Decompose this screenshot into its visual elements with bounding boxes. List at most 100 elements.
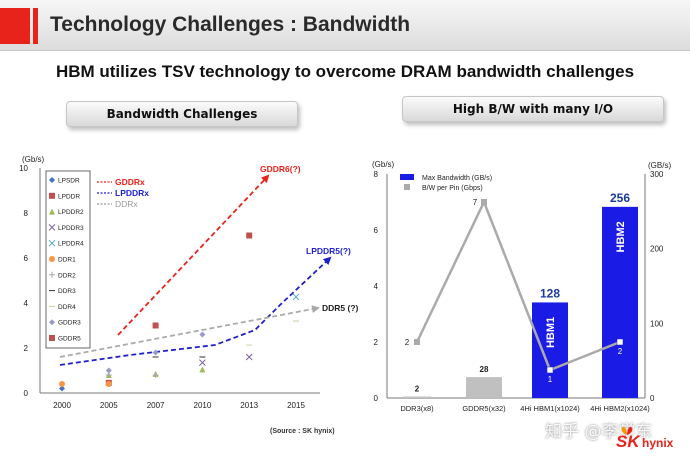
data-point-lpddr2 [105,372,112,378]
data-point-lpddr2 [199,366,206,373]
right-left-axis-label: (Gb/s) [372,160,395,169]
gddr-trend-annotation: GDDR6(?) [260,164,301,174]
bar-inner-label: HBM1 [545,317,557,348]
data-point-lpddr3 [199,359,206,366]
bar-gddr5-x32- [466,377,502,398]
trend-legend-label-lpddrx: LPDDRx [115,188,149,198]
bar-value-label: 28 [480,365,489,374]
pin-bandwidth-label: 1 [548,375,553,384]
left-y-axis-label: (Gb/s) [22,155,45,164]
data-point-lpddr4 [292,293,300,301]
panel-label-bandwidth-challenges: Bandwidth Challenges [66,101,298,127]
accent-stripe [33,8,38,44]
sk-hynix-logo: SK hynix [612,426,688,454]
pin-bandwidth-point [616,338,624,346]
bar-value-label: 2 [415,385,420,394]
data-point-gddr3 [152,349,159,356]
right-left-tick-label: 0 [374,394,379,403]
right-left-tick-label: 8 [374,170,379,179]
legend-marker-gddr5 [49,335,55,341]
left-y-tick-label: 8 [24,209,29,218]
left-y-tick-label: 6 [24,254,29,263]
left-y-tick-label: 10 [19,164,28,173]
right-x-tick-label: GDDR5(x32) [462,404,506,413]
left-x-tick-label: 2000 [53,401,71,410]
ddr-trend-annotation: DDR5 (?) [322,303,359,313]
lpddr-trend-arrow [59,256,332,366]
ddr-trend-arrow [59,305,320,358]
pin-bandwidth-line [415,198,621,372]
logo-hynix-text: hynix [642,436,674,450]
left-legend-box [45,170,91,349]
butterfly-icon [621,426,633,435]
logo-sk-text: SK [616,432,640,451]
gddr-trend-arrow [117,174,270,336]
legend-swatch-max-bandwidth [400,174,414,180]
trend-legend-label-ddrx: DDRx [115,199,138,209]
panel-label-high-bw: High B/W with many I/O [402,96,664,122]
right-x-tick-label: DDR3(x8) [400,404,434,413]
bar-value-label: 256 [610,191,630,205]
legend-swatch-pin-bandwidth [404,184,410,190]
data-point-gddr5 [152,322,159,329]
legend-entry-ddr3: DDR3 [58,288,76,295]
data-point-gddr5 [246,232,253,239]
right-right-tick-label: 300 [650,170,664,179]
data-point-lpddr3 [245,353,253,361]
bar-inner-label: HBM2 [615,221,627,252]
slide-subtitle: HBM utilizes TSV technology to overcome … [55,62,635,81]
legend-entry-lpddr2: LPDDR2 [58,209,84,216]
legend-entry-lpddr4: LPDDR4 [58,241,84,248]
lpddr-trend-annotation: LPDDR5(?) [306,246,351,256]
accent-block [0,8,30,44]
left-x-tick-label: 2010 [194,401,212,410]
bar-ddr3-x8- [403,396,431,398]
left-y-tick-label: 0 [24,389,29,398]
legend-entry-lpddr3: LPDDR3 [58,225,84,232]
trend-legend-label-gddrx: GDDRx [115,177,145,187]
right-left-tick-label: 2 [374,338,379,347]
legend-marker-ddr2 [49,271,55,278]
legend-entry-gddr3: GDDR3 [58,320,81,327]
slide-title: Technology Challenges : Bandwidth [50,13,411,36]
legend-entry-ddr2: DDR2 [58,272,76,279]
legend-entry-gddr5: GDDR5 [58,336,81,343]
data-point-lpddr [105,379,112,386]
right-right-tick-label: 0 [650,394,655,403]
data-point-lpsdr [59,385,65,392]
legend-entry-ddr1: DDR1 [58,257,76,264]
data-point-gddr3 [105,367,112,374]
legend-entry-lpddr: LPDDR [58,193,80,200]
data-point-lpddr2 [152,370,159,377]
legend-label-pin-bandwidth: B/W per Pin (Gbps) [422,185,483,192]
right-right-axis-label: (GB/s) [648,161,671,170]
pin-bandwidth-point [481,199,487,205]
bar-4hi-hbm2-x1024- [602,206,638,398]
legend-marker-gddr3 [49,319,55,326]
pin-bandwidth-label: 7 [473,198,478,207]
legend-entry-ddr4: DDR4 [58,304,76,311]
left-x-tick-label: 2005 [100,401,118,410]
data-point-gddr3 [199,331,206,338]
legend-marker-ddr1 [49,256,55,262]
pin-bandwidth-point [414,339,420,345]
legend-marker-lpddr3 [48,224,56,231]
legend-marker-lpddr4 [48,239,56,247]
pin-bandwidth-label: 2 [618,347,623,356]
right-left-tick-label: 6 [374,226,379,235]
legend-marker-lpddr2 [49,208,55,215]
left-y-tick-label: 4 [24,299,29,308]
data-point-ddr1 [59,381,65,387]
left-x-tick-label: 2007 [147,401,165,410]
legend-label-max-bandwidth: Max Bandwidth (GB/s) [422,175,492,182]
bar-value-label: 128 [540,286,560,300]
title-bar: Technology Challenges : Bandwidth [0,0,690,51]
left-x-tick-label: 2015 [287,401,305,410]
legend-marker-lpsdr [49,177,55,183]
watermark: 知乎 @李学东 [545,422,653,442]
bar-4hi-hbm1-x1024- [532,302,568,398]
data-point-ddr2 [105,372,112,378]
right-left-tick-label: 4 [374,282,379,291]
right-x-tick-label: 4Hi HBM1(x1024) [520,404,580,413]
pin-bandwidth-label: 2 [405,338,410,347]
